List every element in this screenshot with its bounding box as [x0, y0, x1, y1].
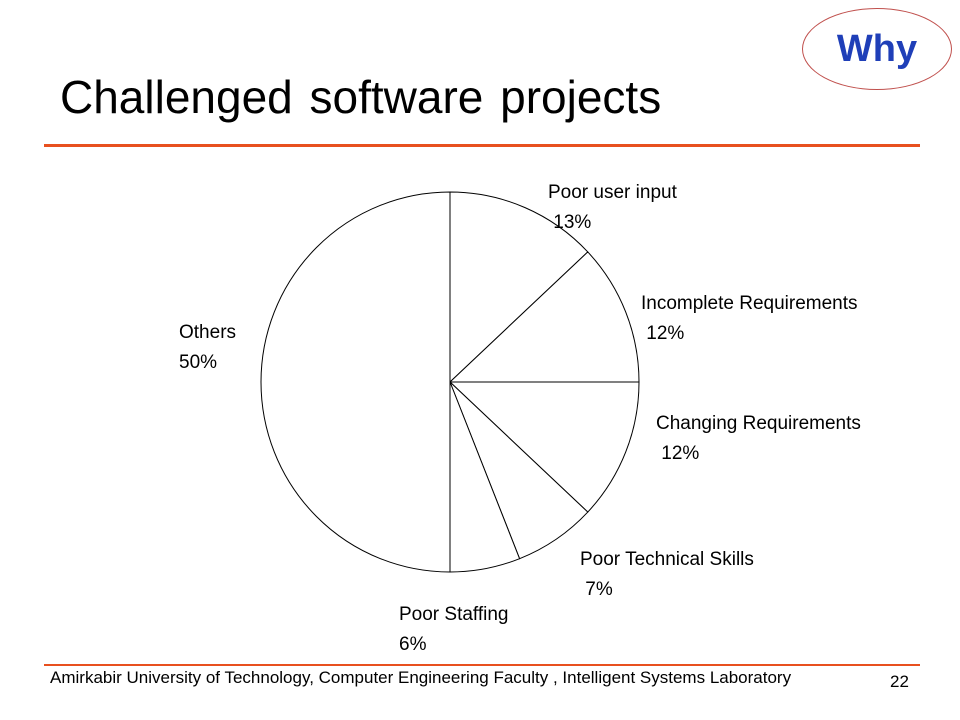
slice-label-poor-staffing: Poor Staffing 6%	[399, 600, 509, 660]
page-number: 22	[890, 672, 909, 691]
slice-percent: 12%	[646, 323, 685, 344]
slice-percent: 13%	[553, 212, 592, 233]
slice-label-incomplete-requirements: Incomplete Requirements 12%	[641, 289, 858, 349]
slice-label-poor-user-input: Poor user input 13%	[548, 178, 677, 238]
footer-divider	[44, 664, 920, 666]
slice-name: Poor Technical Skills	[580, 549, 754, 570]
slice-percent: 6%	[399, 634, 427, 655]
slice-name: Poor user input	[548, 182, 677, 203]
slice-percent: 12%	[661, 443, 700, 464]
slide-title: Challenged software projects	[60, 71, 662, 123]
slice-name: Changing Requirements	[656, 413, 861, 434]
title-divider	[44, 144, 920, 147]
slice-label-changing-requirements: Changing Requirements 12%	[656, 409, 861, 469]
pie-slice-incomplete-requirements	[448, 251, 640, 383]
slice-name: Incomplete Requirements	[641, 293, 858, 314]
slice-name: Others	[179, 322, 237, 343]
slice-label-others: Others 50%	[179, 318, 236, 378]
why-badge: Why	[802, 8, 952, 90]
why-badge-label: Why	[836, 27, 918, 70]
pie-slice-others	[260, 191, 451, 573]
slice-label-poor-technical-skills: Poor Technical Skills 7%	[580, 545, 754, 605]
slice-name: Poor Staffing	[399, 604, 509, 625]
pie-slice-changing-requirements	[448, 381, 640, 513]
footer-text: Amirkabir University of Technology, Comp…	[50, 668, 792, 687]
slice-percent: 7%	[585, 579, 613, 600]
slice-percent: 50%	[179, 352, 218, 373]
pie-slice-poor-user-input	[449, 191, 589, 384]
